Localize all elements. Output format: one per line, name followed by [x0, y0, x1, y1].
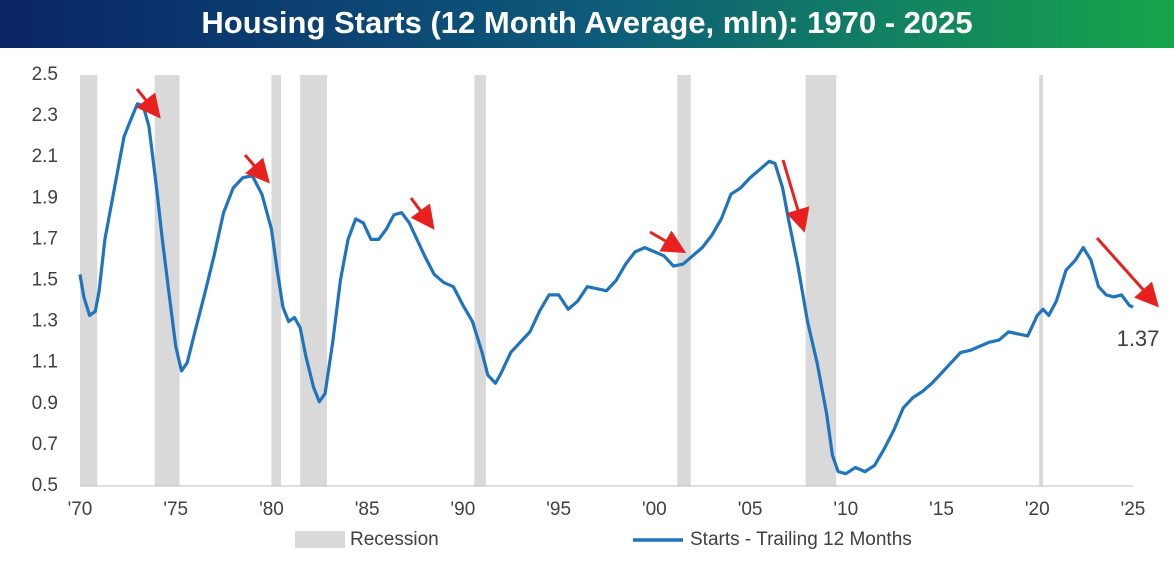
- series-line: [78, 102, 1134, 476]
- x-tick-label: '80: [259, 499, 284, 520]
- recession-band: [474, 75, 486, 486]
- y-tick-label: 0.9: [32, 393, 58, 414]
- y-tick-label: 2.1: [32, 146, 58, 167]
- y-tick-label: 1.7: [32, 228, 58, 249]
- recession-band: [271, 75, 282, 486]
- x-tick-label: '00: [642, 499, 667, 520]
- y-tick-label: 1.5: [32, 270, 58, 291]
- value-label: 1.37: [1117, 326, 1160, 351]
- recession-band: [80, 75, 98, 486]
- legend-swatch: [295, 531, 345, 548]
- arrow: [135, 88, 161, 119]
- x-tick-label: '85: [355, 499, 380, 520]
- arrow: [409, 197, 435, 230]
- arrow: [243, 154, 270, 184]
- arrow: [1095, 237, 1159, 308]
- y-tick-label: 0.5: [32, 475, 58, 496]
- y-tick-label: 2.3: [32, 105, 58, 126]
- y-tick-label: 1.1: [32, 352, 58, 373]
- y-tick-label: 1.9: [32, 187, 58, 208]
- chart-title: Housing Starts (12 Month Average, mln): …: [201, 5, 972, 40]
- recession-band: [300, 75, 327, 486]
- x-tick-label: '70: [68, 499, 93, 520]
- x-tick-label: '90: [451, 499, 476, 520]
- recession-band: [677, 75, 691, 486]
- recession-band: [805, 75, 837, 486]
- y-tick-label: 0.7: [32, 434, 58, 455]
- x-tick-label: '05: [738, 499, 763, 520]
- y-tick-label: 2.5: [32, 64, 58, 85]
- legend-label: Starts - Trailing 12 Months: [690, 529, 912, 550]
- x-tick-label: '25: [1121, 499, 1146, 520]
- arrows: [135, 88, 1159, 308]
- arrow: [781, 159, 810, 233]
- y-tick-label: 1.3: [32, 311, 58, 332]
- x-tick-label: '95: [546, 499, 571, 520]
- x-tick-label: '75: [163, 499, 188, 520]
- arrow: [649, 230, 687, 254]
- x-tick-label: '10: [833, 499, 858, 520]
- legend-label: Recession: [350, 529, 439, 550]
- title-banner: [0, 0, 1174, 48]
- x-tick-label: '15: [929, 499, 954, 520]
- x-tick-label: '20: [1025, 499, 1050, 520]
- recession-band: [1039, 75, 1044, 486]
